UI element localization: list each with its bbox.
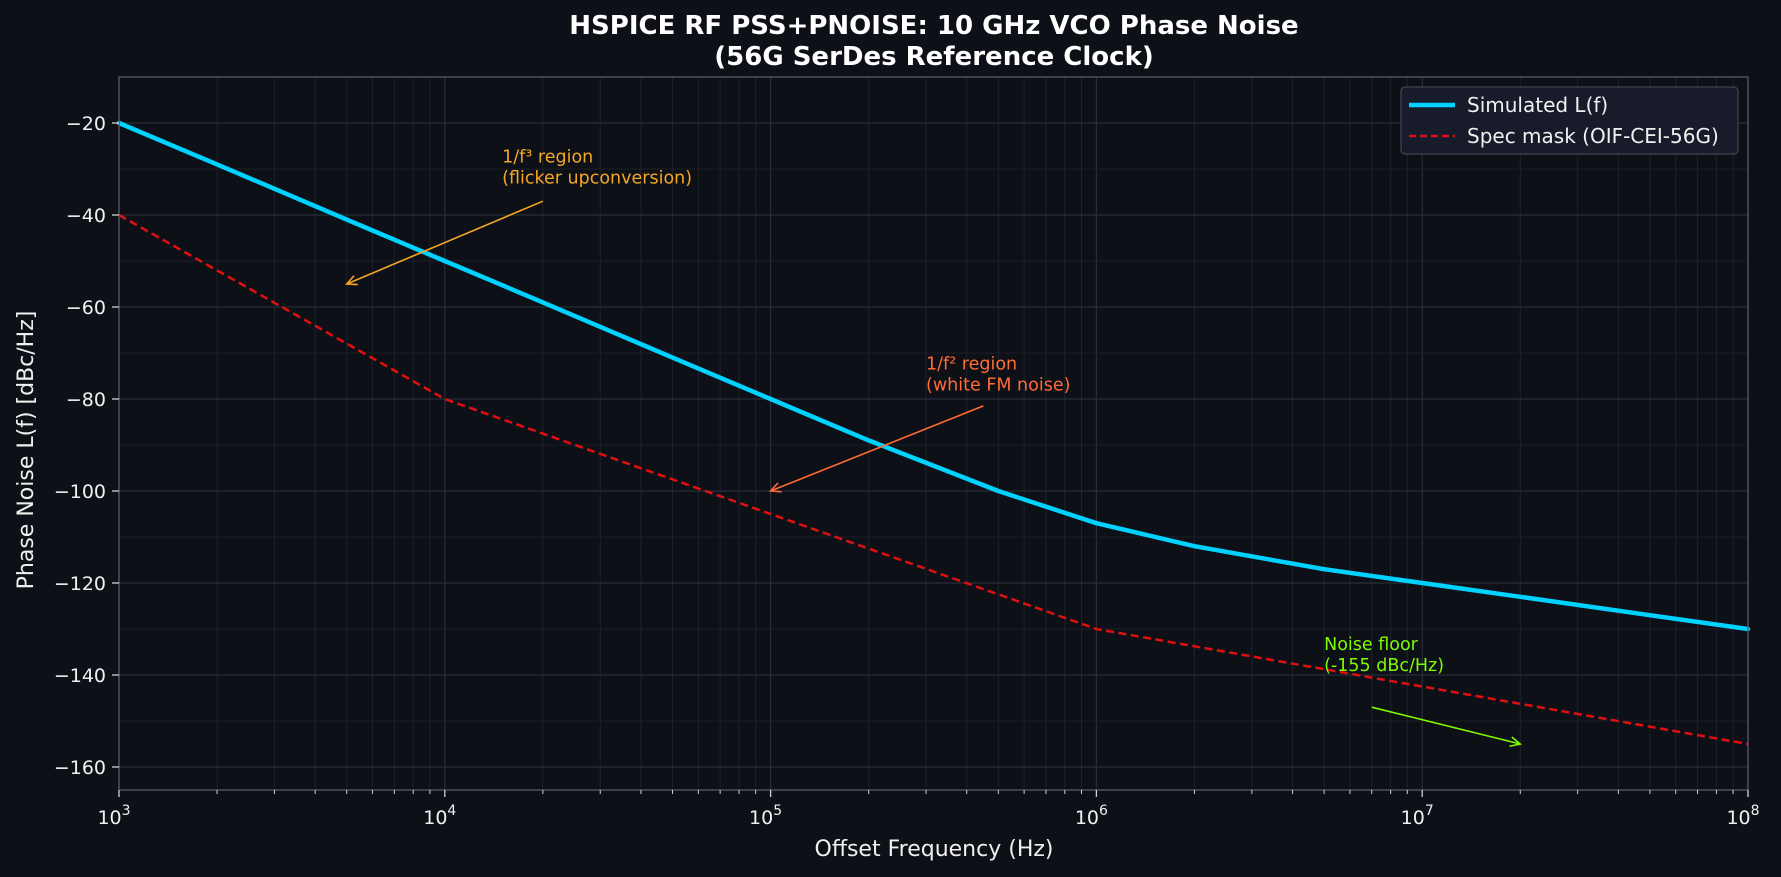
series-layer: [116, 120, 1751, 746]
annotation-text: 1/f³ region: [502, 147, 593, 167]
annotation-arrowhead: [1509, 736, 1523, 748]
annotation-arrow: [1371, 706, 1521, 745]
x-tick-base: 10: [423, 807, 447, 829]
y-axis-ticks: −20 −40 −60 −80 −100 −120 −140 −160: [54, 113, 119, 779]
grid: [118, 76, 1749, 790]
y-axis-label: Phase Noise L(f) [dBc/Hz]: [14, 311, 39, 590]
y-tick-label: −100: [54, 481, 106, 503]
x-tick-base: 10: [749, 807, 773, 829]
x-tick-base: 10: [1401, 807, 1425, 829]
annotation-text: Noise floor: [1324, 635, 1419, 655]
legend-label-simulated: Simulated L(f): [1467, 93, 1608, 117]
x-tick-label: 103: [97, 803, 130, 829]
y-tick-label: −120: [54, 573, 106, 595]
y-tick-label: −40: [66, 205, 106, 227]
x-tick-label: 104: [423, 803, 456, 829]
x-tick-exponent: 7: [1425, 803, 1434, 819]
annotations: 1/f³ region(flicker upconversion) 1/f² re…: [345, 147, 1523, 748]
x-tick-label: 106: [1075, 803, 1108, 829]
legend: Simulated L(f) Spec mask (OIF-CEI-56G): [1400, 86, 1739, 155]
annotation-text: 1/f² region: [926, 354, 1017, 374]
y-tick-label: −140: [54, 665, 106, 687]
x-tick-exponent: 5: [773, 803, 782, 819]
x-tick-base: 10: [97, 807, 121, 829]
x-tick-label: 107: [1401, 803, 1434, 829]
x-tick-exponent: 8: [1751, 803, 1760, 819]
y-tick-label: −20: [66, 113, 106, 135]
annotation-text: (flicker upconversion): [502, 168, 692, 188]
annotation-arrowhead: [345, 275, 358, 286]
annotation-text: (white FM noise): [926, 375, 1070, 395]
plot-frame: [118, 76, 1749, 791]
annotation-arrow: [346, 200, 544, 285]
y-tick-label: −60: [66, 297, 106, 319]
annotation-text: (-155 dBc/Hz): [1324, 656, 1444, 676]
x-tick-exponent: 4: [447, 803, 456, 819]
x-tick-label: 105: [749, 803, 782, 829]
x-tick-label: 108: [1726, 803, 1759, 829]
annotation-arrow: [770, 405, 984, 492]
y-tick-label: −80: [66, 389, 106, 411]
x-tick-exponent: 6: [1099, 803, 1108, 819]
x-axis-ticks: 103 104 105 106 107 108: [97, 790, 1760, 829]
x-tick-base: 10: [1726, 807, 1750, 829]
x-tick-exponent: 3: [122, 803, 131, 819]
series-line-simulated: [116, 120, 1751, 632]
legend-box: [1400, 86, 1739, 155]
chart-title-line2: (56G SerDes Reference Clock): [714, 42, 1154, 72]
x-tick-base: 10: [1075, 807, 1099, 829]
series-line-spec-mask: [118, 213, 1749, 746]
y-tick-label: −160: [54, 757, 106, 779]
x-axis-label: Offset Frequency (Hz): [815, 837, 1054, 862]
legend-label-spec-mask: Spec mask (OIF-CEI-56G): [1467, 124, 1719, 148]
annotation-arrowhead: [768, 482, 782, 493]
chart-title-line1: HSPICE RF PSS+PNOISE: 10 GHz VCO Phase N…: [569, 11, 1298, 41]
